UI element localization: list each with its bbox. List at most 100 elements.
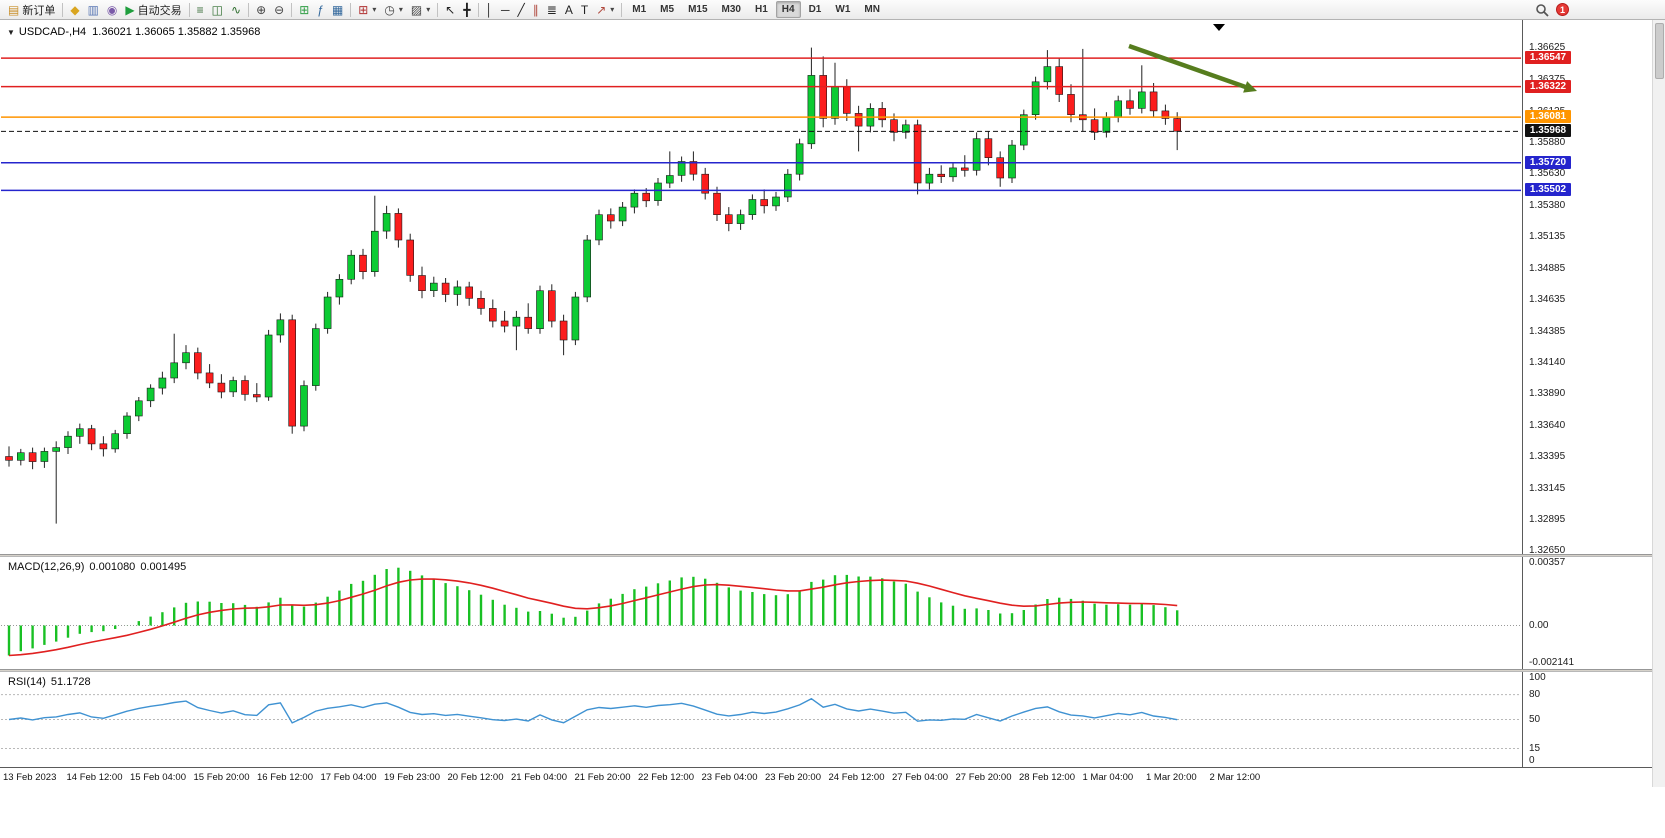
candle-body-down [217,382,226,393]
arrows-button[interactable]: ↗ ▾ [592,1,618,19]
macd-label: MACD(12,26,9) 0.001080 0.001495 [8,561,191,573]
timeframe-button-d1[interactable]: D1 [808,4,822,15]
cursor-button[interactable]: ↖ [441,1,459,19]
support-line-badge: 1.35502 [1525,183,1571,197]
chart-window-button[interactable]: ▥ [84,1,103,19]
candle-body-up [323,296,332,329]
label-icon: T [580,2,589,17]
candle-body-up [807,75,816,145]
candle-body-up [1138,91,1146,109]
notification-badge[interactable]: 1 [1556,3,1569,16]
panel-splitter-macd[interactable] [0,554,1652,557]
candle-body-down [465,286,474,299]
candle-body-down [701,173,710,194]
vertical-line-button[interactable]: │ [482,1,498,19]
time-label: 1 Mar 20:00 [1146,772,1197,783]
timeframe-button-h4[interactable]: H4 [775,1,801,18]
time-label: 24 Feb 12:00 [828,772,885,783]
timeframe-button-h1[interactable]: H1 [754,4,768,15]
autotrading-button[interactable]: ▶ 自动交易 [121,1,185,19]
timeframe-button-m30[interactable]: M30 [721,4,741,15]
candle-body-up [630,192,639,208]
candle-body-down [854,113,863,127]
timeframe-button-mn[interactable]: MN [864,4,880,15]
price-tick: 1.34885 [1529,262,1566,274]
profiles-button[interactable]: ◷ ▾ [380,1,407,19]
zoom-in-button[interactable]: ⊕ [252,1,270,19]
timeframe-button-m1[interactable]: M1 [632,4,647,15]
price-axis[interactable]: 1.366251.363751.361251.358801.356301.353… [1522,20,1652,787]
data-window-button[interactable]: ▦ [328,1,347,19]
time-label: 23 Feb 04:00 [701,772,758,783]
timeframe-button-w1[interactable]: W1 [835,4,851,15]
templates-button[interactable]: ▨ ▾ [407,1,434,19]
candle-body-up [772,196,780,207]
candle-body-down [1161,110,1170,119]
market-news-button[interactable]: ◉ [103,1,121,19]
candle-body-down [913,124,922,184]
trendline-button[interactable]: ╱ [514,1,529,19]
candle-body-up [276,319,285,336]
vertical-scrollbar[interactable] [1652,20,1665,787]
text-button[interactable]: A [561,1,577,19]
price-tick: 1.33640 [1529,420,1566,432]
panel-splitter-rsi[interactable] [0,669,1652,672]
candle-body-down [760,199,769,207]
candle-body-up [64,435,72,448]
new-chart-button[interactable]: ⊞ ▾ [354,1,380,19]
horizontal-line-button[interactable]: ─ [497,1,514,19]
price-tick: 1.36375 [1529,74,1565,85]
candlestick-chart-icon: ◫ [211,2,223,17]
toolbar-separator [477,2,479,17]
time-label: 21 Feb 04:00 [511,772,567,783]
candle-body-up [571,296,580,341]
channel-button[interactable]: ∥ [529,1,543,19]
candle-body-down [394,213,403,241]
rsi-label: RSI(14) 51.1728 [8,676,96,688]
data-window-icon: ▦ [331,2,344,17]
line-chart-type-button[interactable]: ∿ [227,1,245,19]
candle-body-down [984,138,993,158]
fibonacci-button[interactable]: ≣ [543,1,561,19]
candle-body-up [158,377,167,389]
toolbar-separator [188,2,190,17]
new-order-button[interactable]: ▤ 新订单 [4,1,59,19]
zoom-out-button[interactable]: ⊖ [270,1,288,19]
timeframe-button-m5[interactable]: M5 [660,4,675,15]
price-chart-panel[interactable] [1,21,1521,554]
price-tick: 1.34140 [1529,356,1566,368]
candlestick-chart-type-button[interactable]: ◫ [208,1,227,19]
price-tick: 1.32650 [1529,545,1566,557]
plot-region: ▼ USDCAD-,H4 1.36021 1.36065 1.35882 1.359… [0,20,1522,787]
bar-chart-type-button[interactable]: ≡ [193,1,208,19]
tile-windows-button[interactable]: ⊞ [295,1,313,19]
collapse-arrow-icon[interactable]: ▼ [7,28,15,37]
candle-body-up [1114,100,1122,118]
macd-panel[interactable] [1,557,1521,669]
time-label: 21 Feb 20:00 [574,772,631,783]
scrollbar-thumb[interactable] [1655,23,1664,79]
candle-body-up [583,239,592,298]
toolbar-separator [437,2,439,17]
price-tick: 1.35135 [1529,230,1566,242]
time-axis[interactable]: 13 Feb 2023 14 Feb 12:00 15 Feb 04:00 15 Fe… [0,767,1652,787]
search-icon[interactable] [1535,3,1549,17]
candle-body-down [1126,100,1134,109]
indicators-button[interactable]: ƒ [313,1,328,19]
vertical-line-icon: │ [485,2,494,17]
text-icon: A [564,2,573,17]
cursor-icon: ↖ [445,2,456,17]
price-tick: 1.34385 [1529,325,1566,337]
candle-body-up [665,175,674,184]
toolbar-separator [291,2,293,17]
mql5-button[interactable]: ◆ [66,1,83,19]
timeframe-button-m15[interactable]: M15 [688,4,708,15]
label-button[interactable]: T [577,1,592,19]
rsi-panel[interactable] [1,672,1521,767]
crosshair-button[interactable]: ╋ [459,1,474,19]
chart-window-icon: ▥ [87,2,99,17]
resistance-line-badge: 1.36547 [1525,51,1571,65]
macd-signal-value: 0.001495 [140,561,187,573]
candle-body-up [76,428,84,437]
candle-body-down [890,119,898,133]
